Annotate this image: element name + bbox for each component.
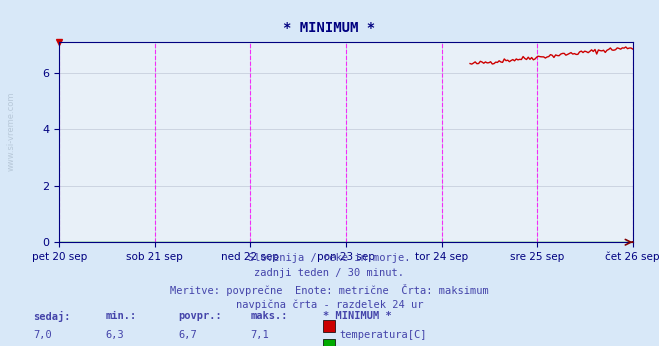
Text: min.:: min.: [105, 311, 136, 321]
Text: 6,7: 6,7 [178, 330, 196, 340]
Text: Meritve: povprečne  Enote: metrične  Črta: maksimum: Meritve: povprečne Enote: metrične Črta:… [170, 284, 489, 296]
Text: Slovenija / reke in morje.: Slovenija / reke in morje. [248, 253, 411, 263]
Text: * MINIMUM *: * MINIMUM * [323, 311, 391, 321]
Text: sedaj:: sedaj: [33, 311, 71, 322]
Text: 6,3: 6,3 [105, 330, 124, 340]
Text: 7,1: 7,1 [250, 330, 269, 340]
Text: maks.:: maks.: [250, 311, 288, 321]
Text: * MINIMUM *: * MINIMUM * [283, 21, 376, 35]
Text: www.si-vreme.com: www.si-vreme.com [7, 92, 16, 171]
Text: navpična črta - razdelek 24 ur: navpična črta - razdelek 24 ur [236, 299, 423, 310]
Text: 7,0: 7,0 [33, 330, 51, 340]
Text: zadnji teden / 30 minut.: zadnji teden / 30 minut. [254, 268, 405, 278]
Text: povpr.:: povpr.: [178, 311, 221, 321]
Text: temperatura[C]: temperatura[C] [339, 330, 427, 340]
